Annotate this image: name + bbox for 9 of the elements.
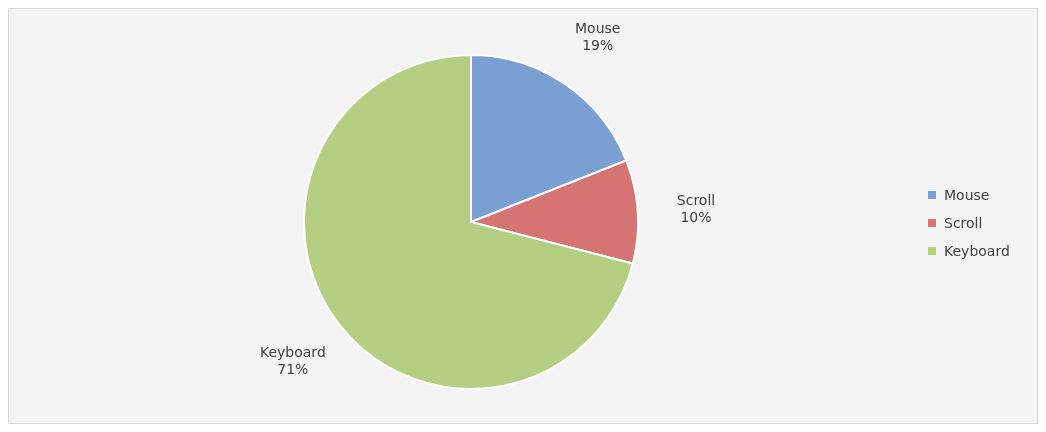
slice-label: Keyboard	[259, 344, 326, 361]
data-label: 19%	[582, 36, 614, 53]
data-label: 10%	[680, 208, 712, 225]
slice-label: Mouse	[575, 19, 621, 36]
data-label: 71%	[277, 361, 309, 378]
legend-label: Mouse	[944, 187, 990, 203]
legend-label: Keyboard	[944, 243, 1010, 259]
slice-label: Scroll	[676, 192, 716, 209]
legend-label: Scroll	[944, 215, 983, 231]
